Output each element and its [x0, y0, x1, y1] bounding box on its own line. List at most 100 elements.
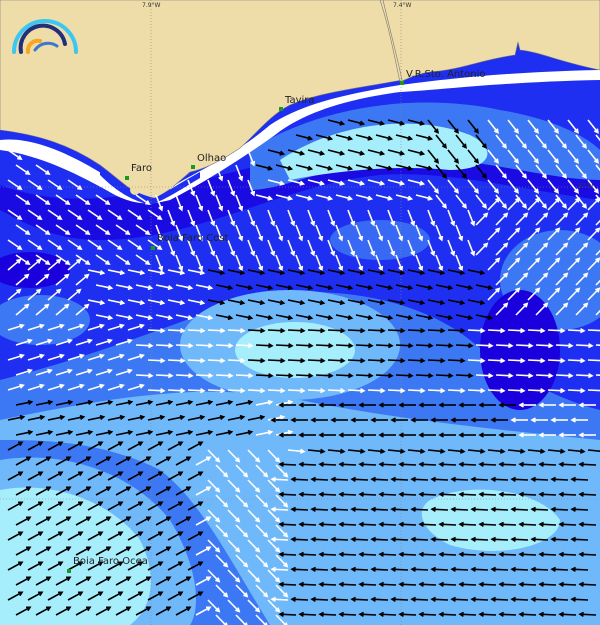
current-arrow [378, 581, 397, 587]
current-arrow [318, 551, 337, 557]
current-arrow [538, 521, 557, 527]
current-arrow [398, 611, 417, 617]
current-arrow [550, 476, 569, 482]
current-arrow [295, 224, 304, 242]
current-arrow [87, 561, 104, 571]
current-arrow [107, 414, 126, 421]
current-arrow [267, 599, 281, 613]
current-arrow [127, 501, 144, 511]
current-arrow [47, 591, 64, 601]
current-arrow [338, 611, 357, 617]
current-arrow [147, 501, 164, 511]
ria-formosa-lagoon [100, 168, 200, 205]
current-arrow [215, 524, 229, 538]
current-arrow [147, 328, 166, 334]
current-arrow [215, 464, 229, 478]
place-tavira[interactable]: Tavira [285, 95, 315, 106]
current-arrow [418, 521, 437, 527]
current-arrow [567, 287, 581, 301]
current-arrow [415, 254, 424, 272]
current-arrow [387, 239, 396, 257]
current-arrow [575, 272, 589, 286]
current-arrow [367, 149, 386, 156]
current-arrow [495, 343, 514, 349]
current-arrow [107, 531, 124, 541]
current-arrow [547, 388, 566, 394]
current-arrow [235, 164, 244, 182]
current-arrow [415, 373, 434, 379]
current-arrow [215, 254, 224, 272]
current-arrow [355, 284, 374, 291]
current-arrow [570, 596, 589, 602]
current-arrow [275, 399, 294, 406]
current-arrow [175, 284, 194, 291]
current-arrow [35, 303, 50, 316]
current-arrow [367, 358, 386, 364]
current-arrow [227, 179, 236, 197]
current-arrow [527, 149, 539, 164]
current-arrow [367, 328, 386, 334]
place-olhao[interactable]: Olhao [197, 153, 227, 164]
current-arrow [115, 314, 134, 321]
current-arrow [347, 388, 366, 394]
current-arrow [310, 476, 329, 482]
current-arrow [15, 486, 32, 496]
current-arrow [530, 476, 549, 482]
current-arrow [95, 399, 114, 406]
current-arrow [67, 471, 84, 481]
wave-arcs-logo [12, 19, 78, 54]
current-arrow [570, 536, 589, 542]
buoy-faro-ocea[interactable]: Boia Faro Ocea [73, 556, 148, 567]
current-arrow [387, 328, 406, 334]
current-arrow [455, 254, 464, 272]
current-arrow [375, 224, 384, 242]
current-arrow [295, 284, 314, 291]
longitude-label: 7.9°W [142, 2, 161, 9]
current-arrow [407, 328, 426, 334]
current-arrow [215, 554, 229, 568]
place-vr-sto-antonio[interactable]: V.R.Sto. Antonio [406, 69, 486, 80]
buoy-faro-cost[interactable]: Boia Faro Cost [157, 233, 229, 244]
current-arrow [395, 164, 414, 171]
current-arrow [255, 194, 274, 201]
current-arrow [518, 551, 537, 557]
current-arrow [247, 269, 266, 276]
current-arrow [427, 179, 439, 194]
current-arrow [255, 373, 274, 379]
current-arrow [27, 383, 45, 391]
current-arrow [390, 417, 408, 423]
current-arrow [415, 314, 434, 321]
current-arrow [195, 343, 214, 349]
current-arrow [490, 536, 509, 542]
current-arrow [318, 432, 336, 438]
place-faro[interactable]: Faro [131, 163, 152, 174]
current-arrow [127, 299, 146, 306]
current-arrow [135, 606, 152, 616]
current-arrow [310, 596, 329, 602]
current-arrow [255, 554, 269, 568]
current-arrow [407, 149, 426, 156]
current-arrow [455, 373, 474, 379]
current-arrow [75, 516, 92, 526]
current-arrow [518, 402, 536, 408]
current-arrow [358, 581, 377, 587]
current-arrow [207, 449, 221, 463]
current-arrow [295, 164, 314, 171]
current-arrow [358, 491, 377, 497]
current-arrow [487, 227, 501, 241]
current-arrow [375, 254, 384, 272]
current-arrow [330, 596, 349, 602]
current-arrow [55, 194, 71, 205]
current-arrow [275, 314, 294, 321]
current-arrow [507, 119, 519, 134]
current-arrow [547, 179, 559, 194]
current-arrow [175, 576, 192, 586]
current-arrow [7, 591, 24, 601]
current-arrow [595, 219, 600, 226]
current-arrow [155, 314, 174, 321]
current-arrow [438, 611, 457, 617]
current-arrow [35, 164, 51, 175]
current-arrow [95, 456, 112, 466]
